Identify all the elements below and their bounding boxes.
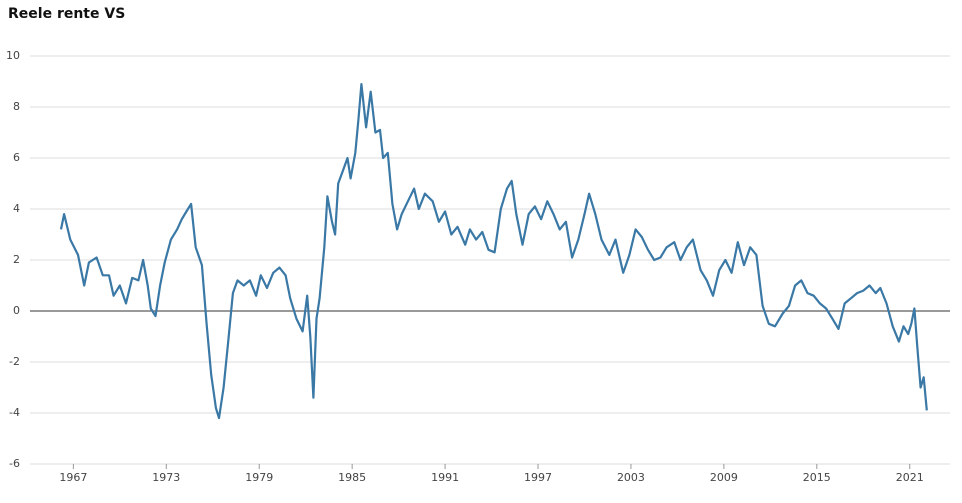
x-tick-label: 2003 xyxy=(617,471,645,484)
x-tick-label: 1997 xyxy=(524,471,552,484)
line-series xyxy=(59,83,928,420)
x-tick-label: 2009 xyxy=(710,471,738,484)
y-tick-label: 6 xyxy=(13,151,20,164)
y-tick-label: -4 xyxy=(9,406,20,419)
x-tick-label: 1979 xyxy=(245,471,273,484)
x-tick-label: 1967 xyxy=(59,471,87,484)
y-tick-label: 4 xyxy=(13,202,20,215)
y-tick-label: 10 xyxy=(6,49,20,62)
x-tick-label: 1985 xyxy=(338,471,366,484)
y-tick-label: 8 xyxy=(13,100,20,113)
chart-title: Reele rente VS xyxy=(8,6,125,22)
x-tick-label: 1973 xyxy=(152,471,180,484)
y-tick-label: 2 xyxy=(13,253,20,266)
x-tick-label: 2015 xyxy=(803,471,831,484)
x-tick-label: 2021 xyxy=(896,471,924,484)
x-tick-label: 1991 xyxy=(431,471,459,484)
y-tick-label: -6 xyxy=(9,457,20,470)
y-tick-label: -2 xyxy=(9,355,20,368)
y-tick-label: 0 xyxy=(13,304,20,317)
